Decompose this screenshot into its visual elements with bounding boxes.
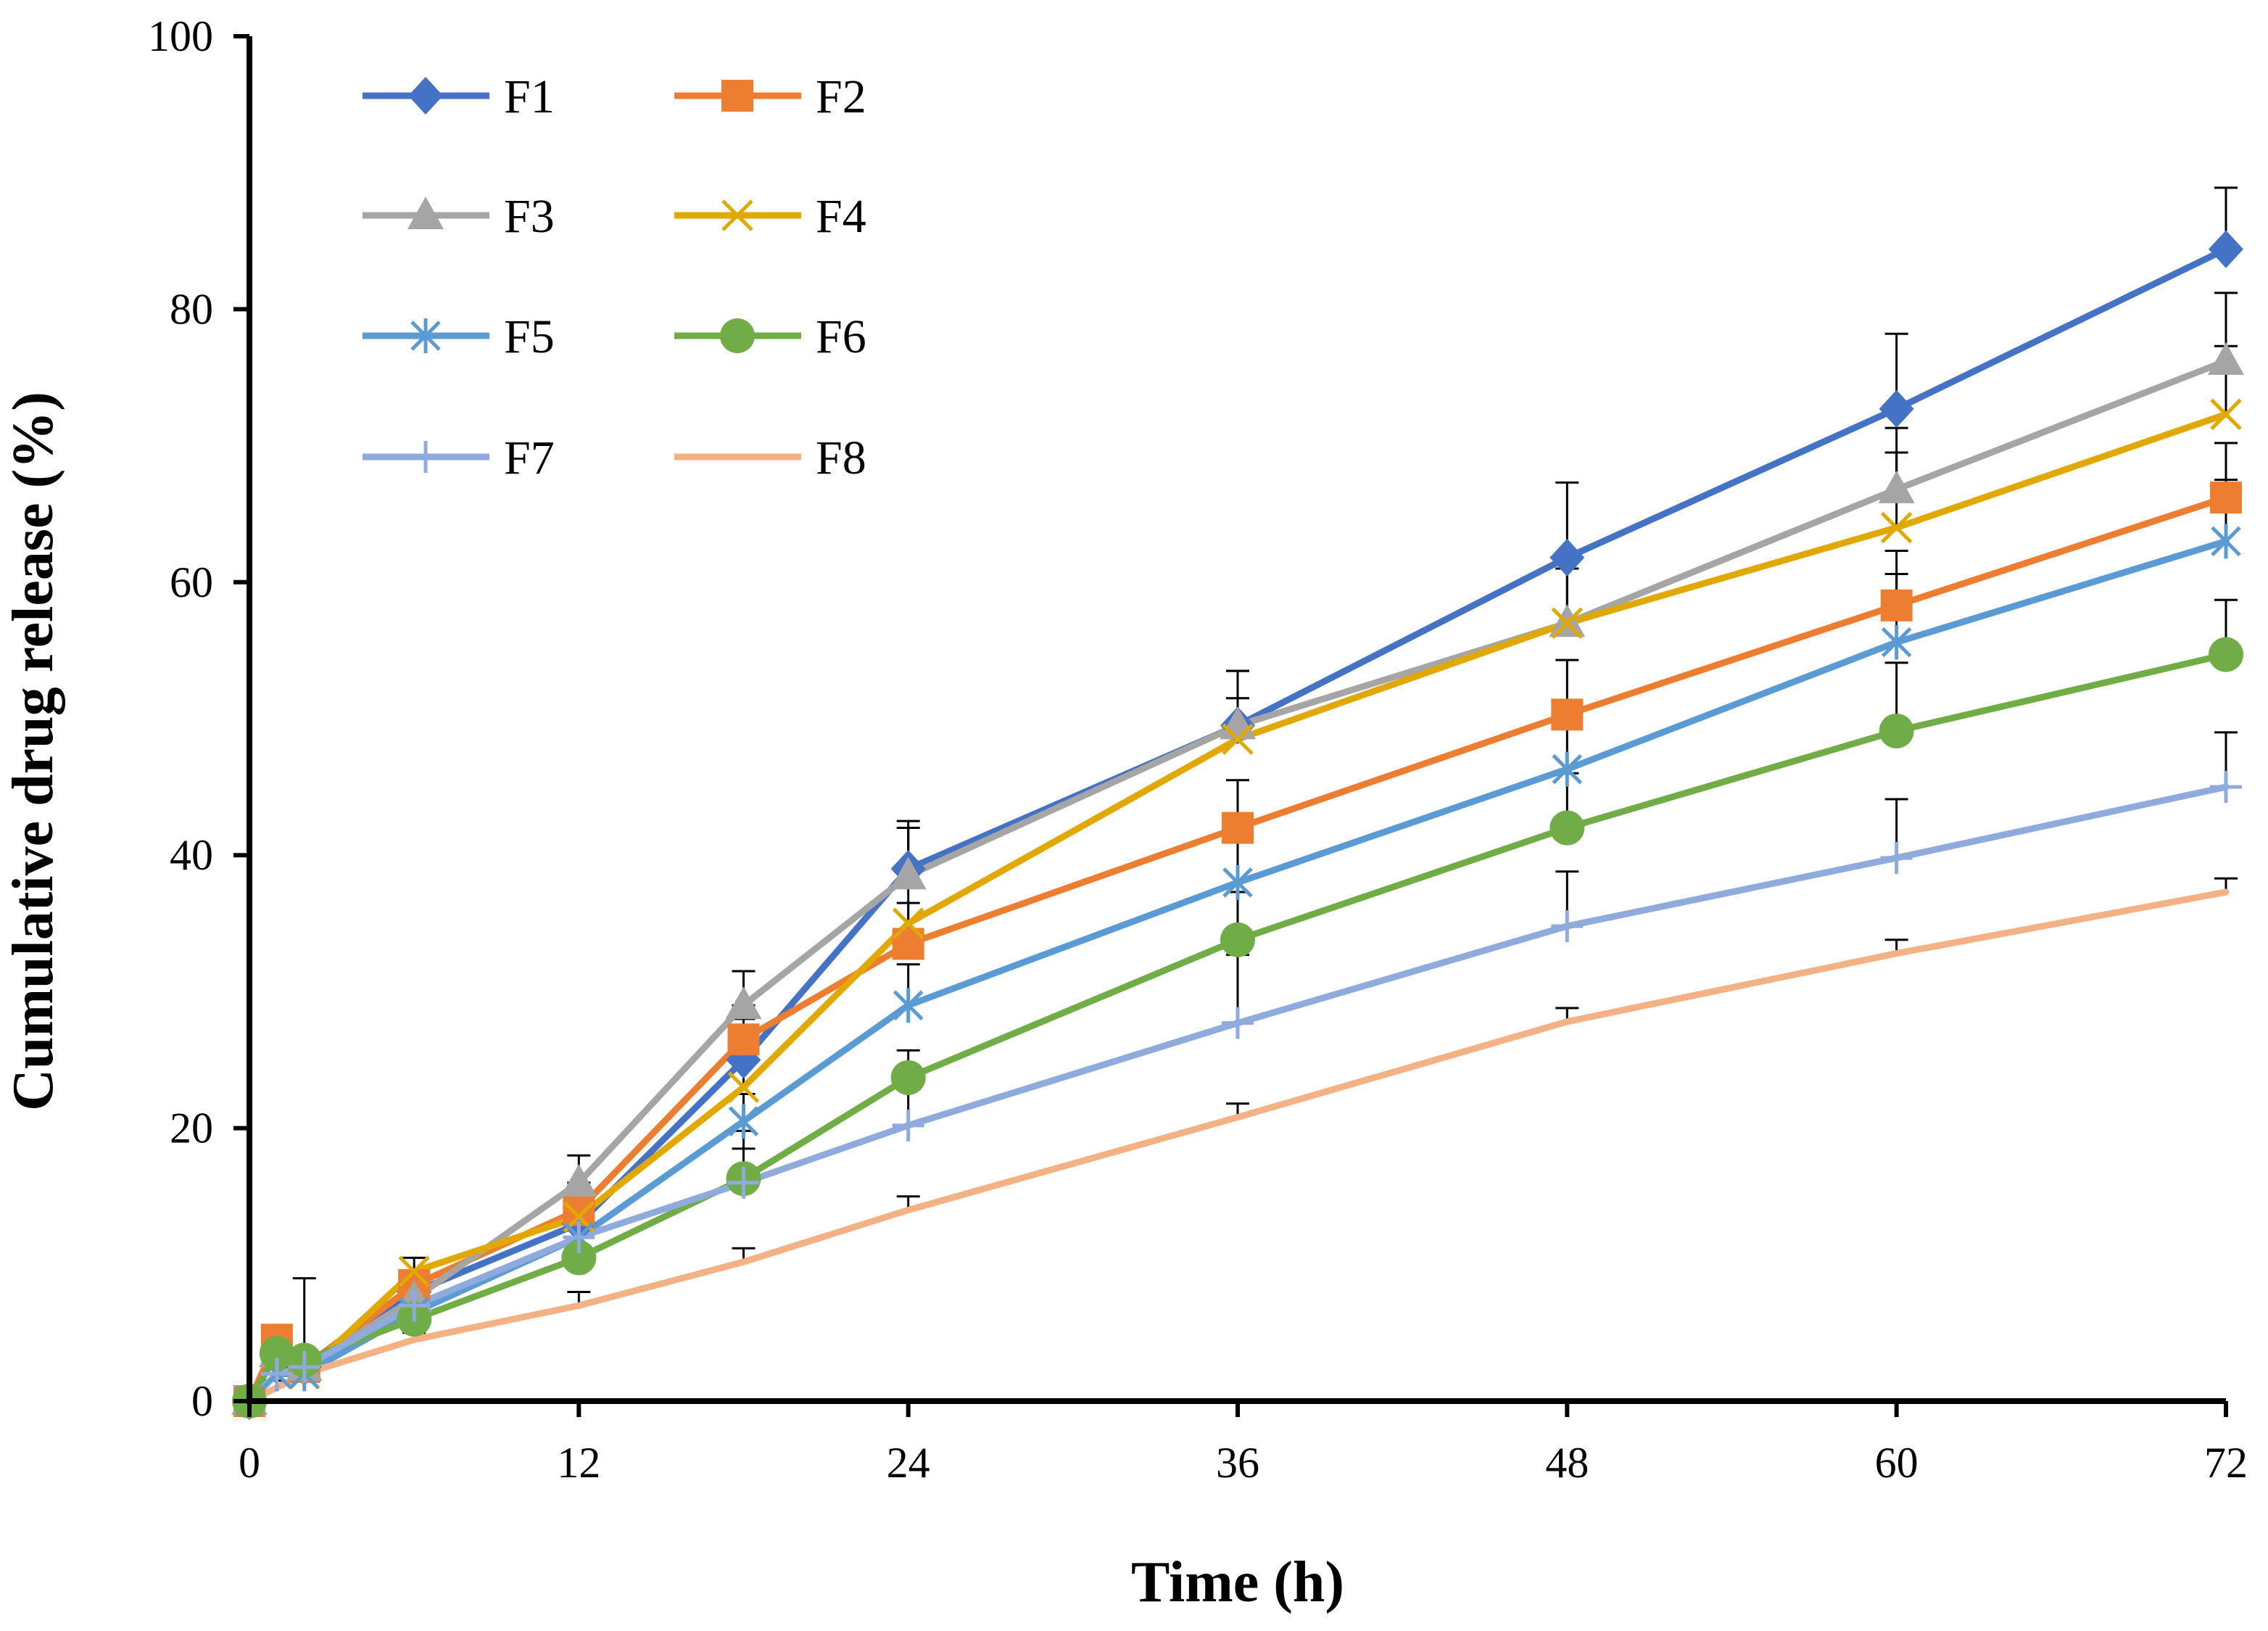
f4-point <box>1222 723 1254 755</box>
f5-point <box>1552 751 1583 787</box>
legend: F1 F2 F3 F4 F5 F6 F7 F8 <box>363 70 866 484</box>
f5-point <box>728 1104 759 1139</box>
f5-point <box>1881 624 1912 660</box>
f7-point <box>1222 1007 1254 1039</box>
f2-point <box>727 1023 760 1056</box>
f6-point <box>561 1240 597 1276</box>
f6-point <box>1220 922 1255 957</box>
f4-point <box>1880 511 1913 544</box>
f4-point <box>398 1255 430 1287</box>
y-tick-label: 80 <box>170 285 213 333</box>
legend-label-f6: F6 <box>816 310 866 363</box>
f3-point <box>725 986 762 1020</box>
f6-point <box>2209 637 2243 672</box>
f4-point <box>1551 607 1584 640</box>
legend-label-f4: F4 <box>816 190 866 243</box>
legend-label-f5: F5 <box>504 310 555 363</box>
y-tick-label: 0 <box>191 1377 213 1425</box>
f1-point <box>1879 389 1914 428</box>
f5-point <box>893 988 924 1023</box>
f3-point <box>2208 342 2244 375</box>
f7-point <box>288 1350 320 1383</box>
f7-point <box>1880 841 1913 874</box>
legend-item-f7: F7 <box>363 432 555 484</box>
f7-point <box>892 1109 924 1141</box>
f7-point <box>563 1221 595 1254</box>
f7-point <box>2210 771 2242 804</box>
y-tick-label: 40 <box>170 831 213 879</box>
f3-point <box>560 1163 597 1197</box>
legend-label-f1: F1 <box>504 70 555 123</box>
f1-point <box>1549 538 1585 577</box>
legend-label-f2: F2 <box>816 70 866 123</box>
legend-item-f8: F8 <box>674 432 866 484</box>
f2-point <box>1551 698 1584 731</box>
legend-marker-f1 <box>408 77 443 115</box>
legend-marker-f5 <box>410 318 441 353</box>
f3-point <box>1878 470 1915 503</box>
legend-label-f7: F7 <box>504 432 555 484</box>
f6-point <box>1879 713 1914 748</box>
legend-item-f4: F4 <box>674 190 866 243</box>
x-tick-label: 0 <box>239 1439 260 1487</box>
legend-label-f8: F8 <box>816 432 866 484</box>
legend-item-f1: F1 <box>363 70 555 123</box>
f2-point <box>2210 482 2242 514</box>
legend-marker-f4 <box>721 199 753 231</box>
f5-point <box>2211 524 2241 559</box>
error-bars <box>265 186 2238 1388</box>
x-tick-label: 36 <box>1216 1439 1259 1487</box>
x-tick-label: 12 <box>557 1439 600 1487</box>
f3-point <box>890 856 927 890</box>
y-tick-label: 100 <box>148 12 213 60</box>
x-axis-title: Time (h) <box>1131 1551 1344 1614</box>
f4-point <box>2210 398 2242 431</box>
f4-point <box>892 907 924 940</box>
f6-point <box>1549 810 1585 846</box>
f7-point <box>727 1166 760 1199</box>
f6-point <box>259 1336 294 1371</box>
f1-point <box>2209 230 2243 268</box>
x-tick-label: 60 <box>1875 1439 1919 1487</box>
legend-item-f2: F2 <box>674 70 866 123</box>
f2-point <box>1222 812 1254 844</box>
f7-point <box>398 1289 431 1322</box>
y-tick-label: 20 <box>170 1104 213 1152</box>
legend-item-f5: F5 <box>363 310 555 363</box>
legend-label-f3: F3 <box>504 190 555 243</box>
legend-marker-f7 <box>410 441 442 473</box>
f2-point <box>1880 589 1913 622</box>
f4-point <box>727 1071 760 1103</box>
x-tick-label: 48 <box>1545 1439 1589 1487</box>
f6-point <box>890 1060 926 1095</box>
legend-marker-f2 <box>721 80 753 112</box>
legend-marker-f3 <box>407 197 444 229</box>
f7-point <box>1551 910 1584 943</box>
legend-item-f3: F3 <box>363 190 555 243</box>
f7-point <box>260 1358 293 1390</box>
legend-item-f6: F6 <box>674 310 866 363</box>
y-tick-label: 60 <box>170 558 213 606</box>
legend-marker-f6 <box>720 318 755 353</box>
ticks: 0 20 40 60 80 100 0 12 24 36 48 60 72 <box>148 12 2248 1487</box>
x-tick-label: 24 <box>887 1439 930 1487</box>
x-tick-label: 72 <box>2204 1439 2248 1487</box>
y-axis-title: Cumulative drug release (%) <box>1 392 65 1111</box>
f5-point <box>1222 864 1253 900</box>
